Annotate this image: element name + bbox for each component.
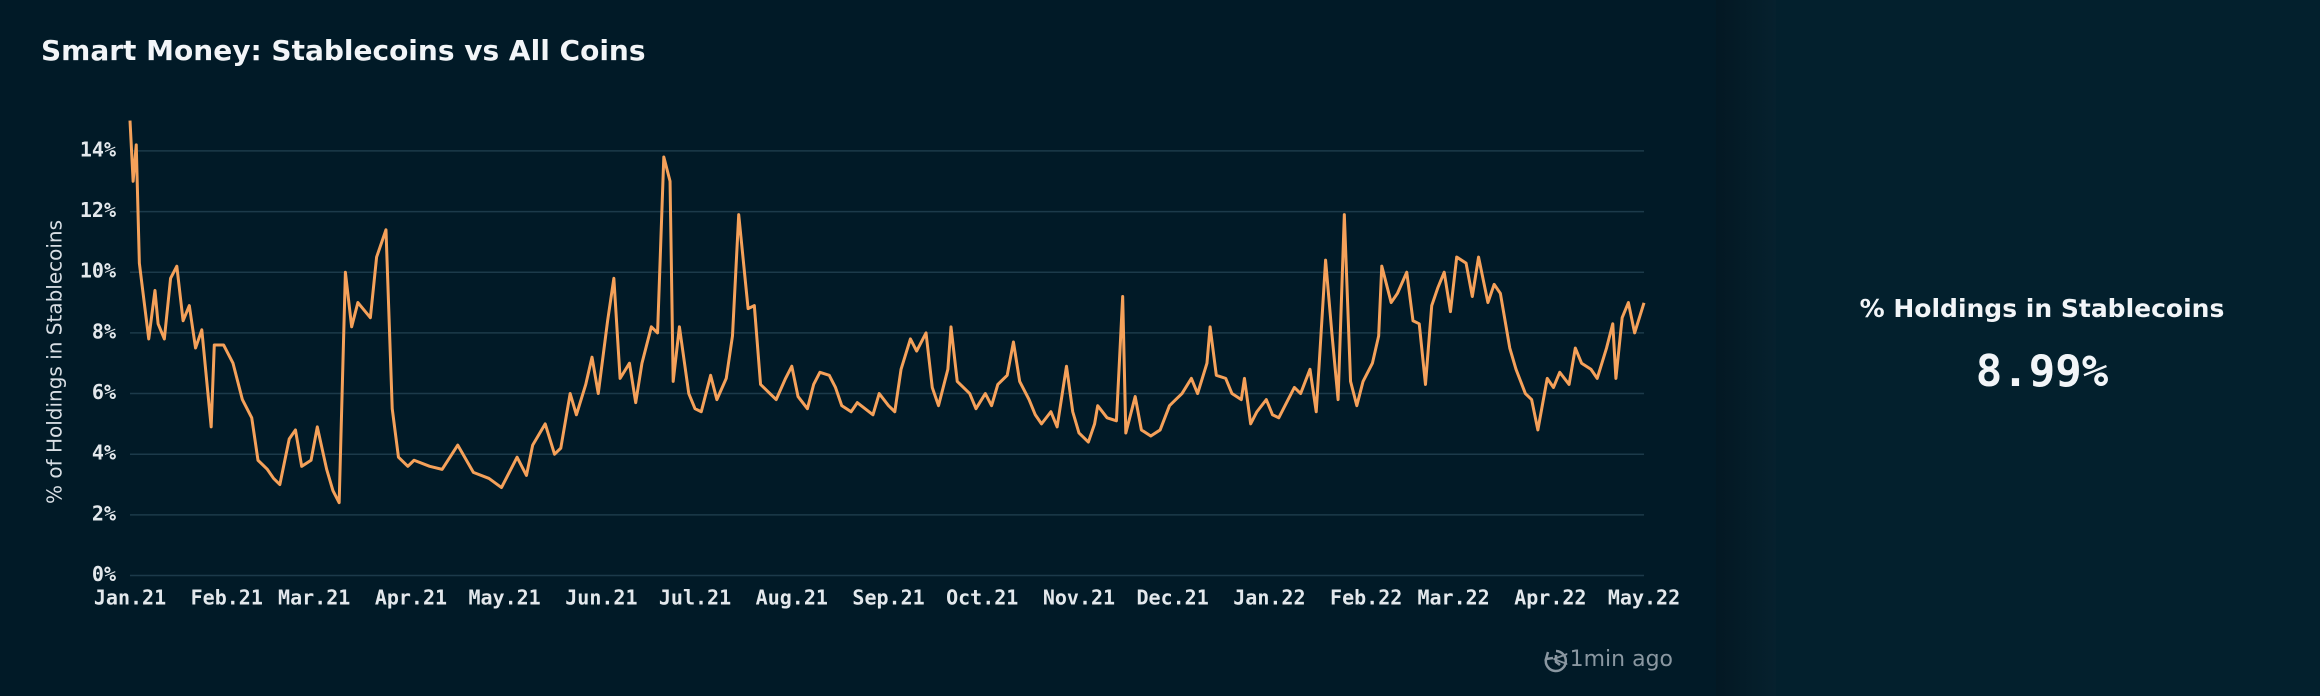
x-tick-label: Dec.21	[1137, 586, 1209, 610]
x-tick-label: Jan.21	[94, 586, 166, 610]
y-tick-label: 0%	[92, 562, 116, 586]
x-tick-label: May.22	[1608, 586, 1680, 610]
y-tick-label: 6%	[92, 380, 116, 404]
x-tick-label: Jul.21	[659, 586, 731, 610]
stat-label: % Holdings in Stablecoins	[1860, 294, 2225, 323]
x-tick-label: Apr.22	[1514, 586, 1586, 610]
x-tick-label: Feb.21	[191, 586, 263, 610]
x-tick-label: Mar.21	[278, 586, 350, 610]
y-tick-label: 14%	[80, 137, 116, 161]
y-tick-label: 2%	[92, 501, 116, 525]
x-tick-label: Sep.21	[852, 586, 924, 610]
y-tick-label: 12%	[80, 198, 116, 222]
x-tick-label: Oct.21	[946, 586, 1018, 610]
x-tick-label: Mar.22	[1417, 586, 1489, 610]
y-tick-label: 10%	[80, 259, 116, 283]
refresh-icon	[1544, 649, 1568, 673]
x-tick-label: Apr.21	[375, 586, 447, 610]
y-axis-label: % of Holdings in Stablecoins	[43, 220, 67, 504]
panel-divider	[1716, 0, 1776, 696]
chart-title: Smart Money: Stablecoins vs All Coins	[41, 34, 646, 67]
x-tick-label: Jan.22	[1233, 586, 1305, 610]
x-tick-label: Aug.21	[756, 586, 828, 610]
x-tick-label: Jun.21	[565, 586, 637, 610]
x-tick-label: Feb.22	[1330, 586, 1402, 610]
y-tick-label: 8%	[92, 319, 116, 343]
y-tick-label: 4%	[92, 441, 116, 465]
x-tick-label: Nov.21	[1043, 586, 1115, 610]
stat-panel	[1776, 0, 2320, 696]
updated-time: <1min ago	[1551, 647, 1673, 672]
x-tick-label: May.21	[468, 586, 540, 610]
data-line	[128, 120, 1646, 505]
stat-value: 8.99%	[1976, 346, 2109, 397]
